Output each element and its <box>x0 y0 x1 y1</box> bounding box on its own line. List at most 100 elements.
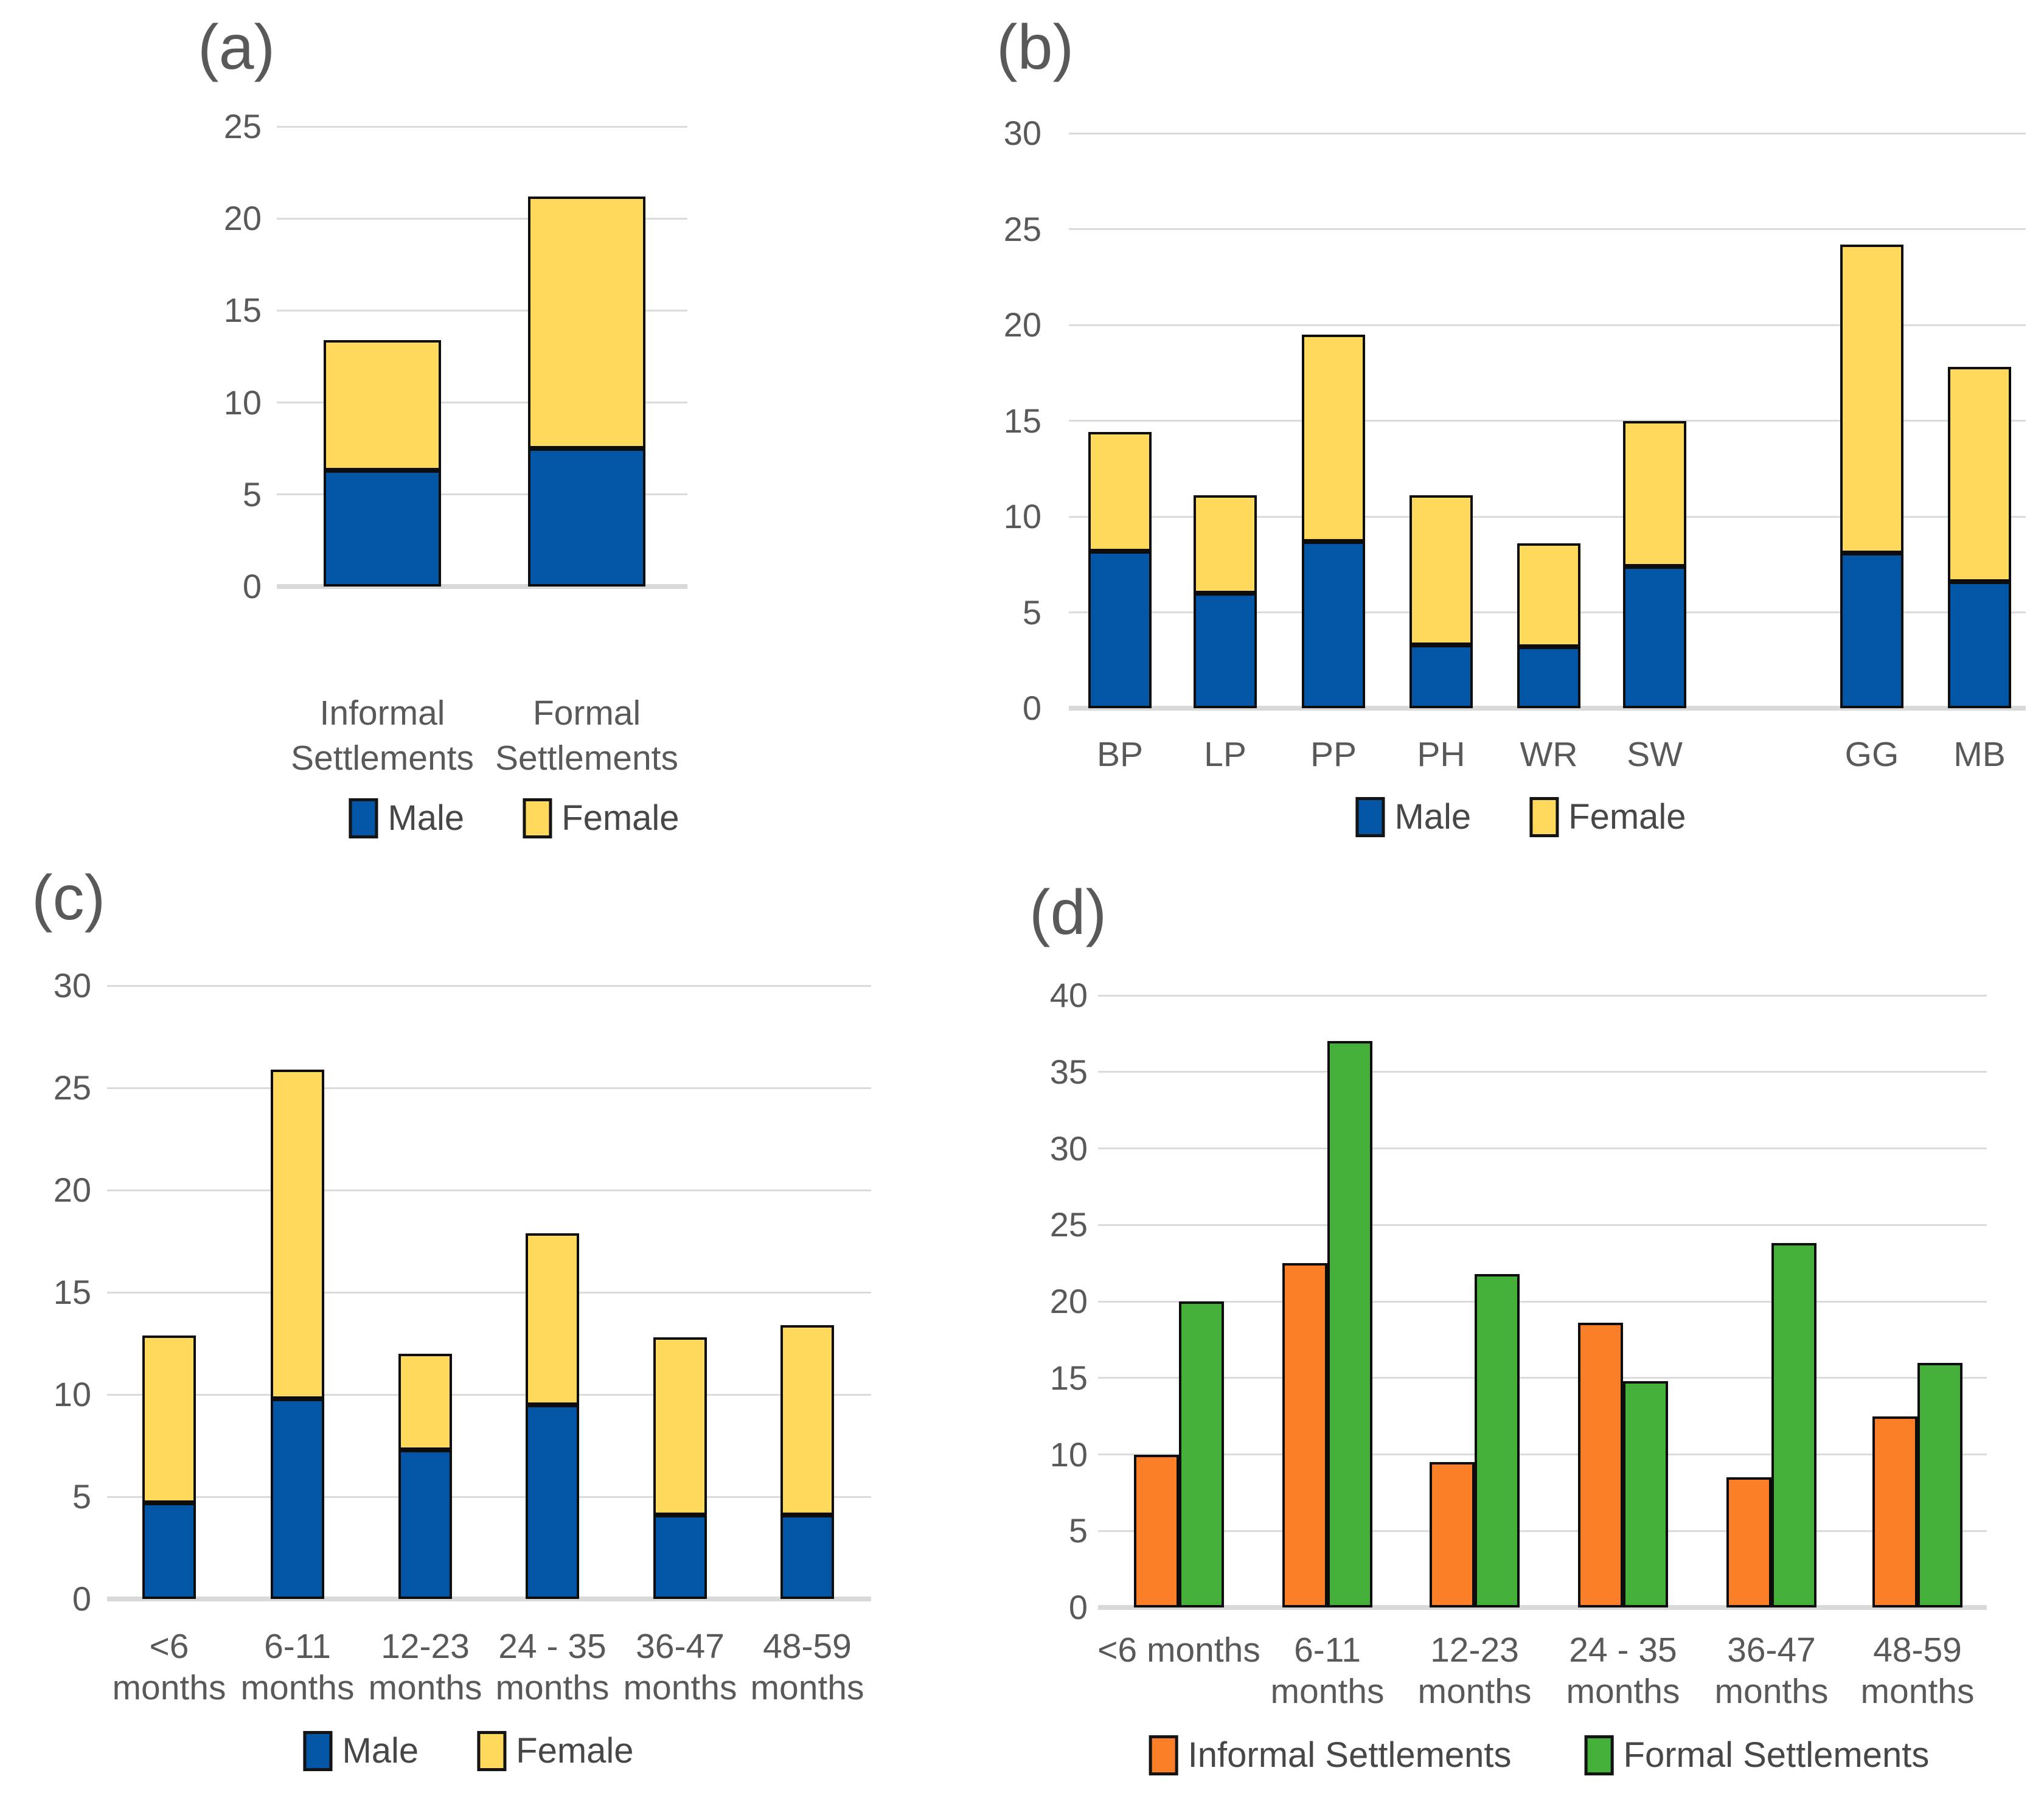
y-tick-label: 25 <box>1049 1205 1088 1244</box>
gridline-y10 <box>107 1393 871 1396</box>
bar-female-Informal Settlements <box>324 340 441 471</box>
gridline-y20 <box>107 1189 871 1191</box>
bar-female-WR <box>1517 543 1580 647</box>
y-tick-label: 5 <box>1068 1511 1088 1550</box>
x-axis-label: months <box>1417 1672 1532 1711</box>
gridline-y25 <box>1069 228 2026 230</box>
bar-female-BP <box>1088 432 1152 551</box>
y-tick-label: 0 <box>1068 1588 1088 1626</box>
gridline-y15 <box>107 1291 871 1294</box>
x-axis-label: 48-59 <box>763 1627 852 1666</box>
x-axis-label: MB <box>1953 735 2006 774</box>
x-axis-label: 6-11 <box>1294 1631 1361 1670</box>
y-tick-label: 20 <box>53 1171 91 1209</box>
x-axis-label: GG <box>1844 735 1899 774</box>
x-axis-label: months <box>1270 1672 1385 1711</box>
legend-label: Male <box>388 798 465 838</box>
y-tick-label: 25 <box>1003 209 1041 248</box>
bar-male-<6 months <box>142 1503 196 1599</box>
bar-male-Informal Settlements <box>324 470 441 587</box>
bar-male-Formal Settlements <box>528 448 645 587</box>
y-tick-label: 25 <box>53 1068 91 1107</box>
y-tick-label: 15 <box>1003 401 1041 440</box>
y-tick-label: 10 <box>223 383 262 422</box>
legend: Male Female <box>349 797 680 840</box>
bar-male-LP <box>1194 593 1257 708</box>
panel-label-a: (a) <box>198 12 276 83</box>
bar-informal-12-23 months <box>1430 1462 1475 1607</box>
gridline-y10 <box>277 402 687 404</box>
panel-label-c: (c) <box>32 863 106 933</box>
bar-male-WR <box>1517 647 1580 708</box>
legend: Male Female <box>303 1730 634 1772</box>
gridline-y25 <box>107 1087 871 1089</box>
bar-female-GG <box>1840 244 1903 553</box>
x-axis-label: SW <box>1627 735 1683 774</box>
x-axis-label: Settlements <box>495 739 678 778</box>
bar-female-<6 months <box>142 1335 196 1503</box>
x-axis-line <box>277 584 687 589</box>
gridline-y10 <box>1069 515 2026 518</box>
gridline-y25 <box>1098 1224 1987 1226</box>
bar-formal-24 - 35 months <box>1623 1381 1668 1607</box>
gridline-y30 <box>1098 1148 1987 1149</box>
y-tick-label: 20 <box>1049 1282 1088 1320</box>
x-axis-label: 36-47 <box>1727 1631 1816 1670</box>
bar-informal-<6 months <box>1134 1454 1179 1607</box>
y-tick-label: 0 <box>1022 689 1041 727</box>
bar-male-24 - 35 months <box>526 1404 579 1599</box>
bar-male-GG <box>1840 552 1903 708</box>
x-axis-label: months <box>368 1668 482 1707</box>
bar-male-48-59 months <box>780 1515 834 1599</box>
x-axis-label: 48-59 <box>1873 1631 1962 1670</box>
legend-swatch-icon <box>1149 1735 1178 1775</box>
bar-male-PH <box>1410 645 1473 708</box>
bar-female-48-59 months <box>780 1325 834 1516</box>
panel-label-b: (b) <box>996 12 1074 83</box>
bar-male-BP <box>1088 551 1152 708</box>
bar-formal-48-59 months <box>1917 1362 1962 1607</box>
x-axis-label: 36-47 <box>636 1627 725 1666</box>
y-tick-label: 10 <box>1003 497 1041 535</box>
gridline-y20 <box>1098 1300 1987 1303</box>
x-axis-label: months <box>1714 1672 1829 1711</box>
x-axis-label: months <box>1860 1672 1975 1711</box>
x-axis-label: months <box>240 1668 355 1707</box>
legend-swatch-icon <box>303 1731 333 1771</box>
legend-label: Male <box>1394 797 1472 837</box>
y-tick-label: 15 <box>53 1273 91 1311</box>
gridline-y5 <box>277 493 687 496</box>
legend-swatch-icon <box>349 798 378 838</box>
legend-label: Informal Settlements <box>1187 1735 1512 1775</box>
x-axis-line <box>107 1597 871 1601</box>
bar-informal-24 - 35 months <box>1578 1323 1623 1607</box>
x-axis-label: 12-23 <box>1430 1631 1519 1670</box>
bar-female-MB <box>1948 367 2011 582</box>
gridline-y30 <box>107 984 871 987</box>
legend-swatch-icon <box>477 1731 507 1771</box>
x-axis-label: months <box>750 1668 864 1707</box>
legend-swatch-icon <box>523 798 552 838</box>
bar-male-PP <box>1302 541 1365 708</box>
bar-informal-36-47 months <box>1726 1477 1771 1607</box>
x-axis-label: PH <box>1417 735 1465 774</box>
bar-female-24 - 35 months <box>526 1233 579 1405</box>
bar-male-SW <box>1623 566 1686 708</box>
x-axis-label: BP <box>1096 735 1144 774</box>
bar-informal-6-11 months <box>1282 1263 1327 1607</box>
legend-item-female: Female <box>523 798 680 838</box>
bar-male-12-23 months <box>398 1449 452 1599</box>
bar-female-PP <box>1302 334 1365 542</box>
y-tick-label: 30 <box>53 966 91 1005</box>
legend-item-informal-settlements: Informal Settlements <box>1149 1735 1512 1775</box>
x-axis-label: WR <box>1520 735 1578 774</box>
x-axis-label: 24 - 35 <box>1569 1631 1677 1670</box>
gridline-y5 <box>1098 1530 1987 1532</box>
x-axis-label: months <box>112 1668 226 1707</box>
legend-item-female: Female <box>1529 797 1686 837</box>
gridline-y30 <box>1069 132 2026 134</box>
x-axis-label: 12-23 <box>381 1627 470 1666</box>
y-tick-label: 15 <box>223 291 262 330</box>
bar-formal-12-23 months <box>1475 1273 1520 1607</box>
